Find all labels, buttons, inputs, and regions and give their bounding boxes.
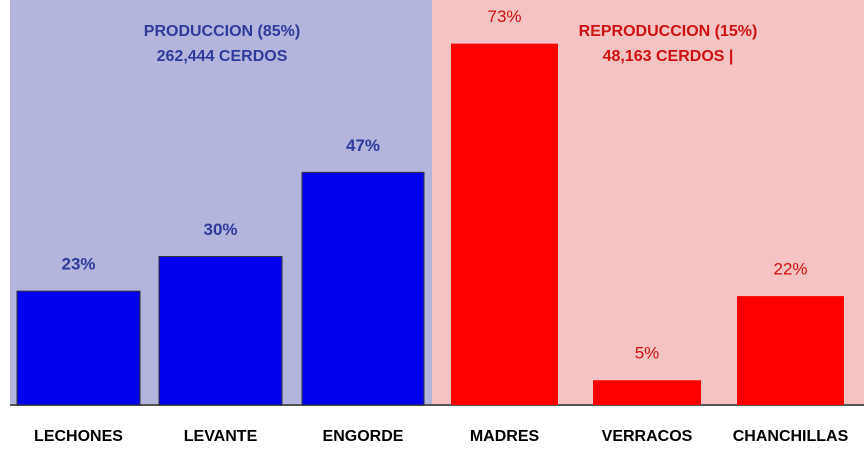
group-title: REPRODUCCION (15%)	[579, 23, 758, 40]
bar	[158, 256, 283, 406]
value-label: 47%	[346, 136, 380, 155]
x-tick-label: LECHONES	[34, 428, 123, 445]
value-label: 22%	[773, 260, 807, 279]
value-label: 73%	[487, 7, 521, 26]
bar	[451, 43, 558, 406]
value-label: 30%	[203, 220, 237, 239]
group-subtitle: 262,444 CERDOS	[157, 48, 288, 65]
bar	[593, 380, 701, 405]
x-tick-label: ENGORDE	[323, 428, 404, 445]
value-label: 23%	[61, 255, 95, 274]
bar	[16, 290, 141, 406]
value-label: 5%	[635, 344, 660, 363]
x-tick-label: LEVANTE	[184, 428, 258, 445]
bar	[301, 171, 425, 406]
x-tick-label: CHANCHILLAS	[733, 428, 849, 445]
group-title: PRODUCCION (85%)	[144, 23, 300, 40]
x-tick-label: MADRES	[470, 428, 540, 445]
group-subtitle: 48,163 CERDOS |	[603, 48, 734, 65]
x-tick-label: VERRACOS	[602, 428, 693, 445]
bar	[737, 296, 844, 405]
